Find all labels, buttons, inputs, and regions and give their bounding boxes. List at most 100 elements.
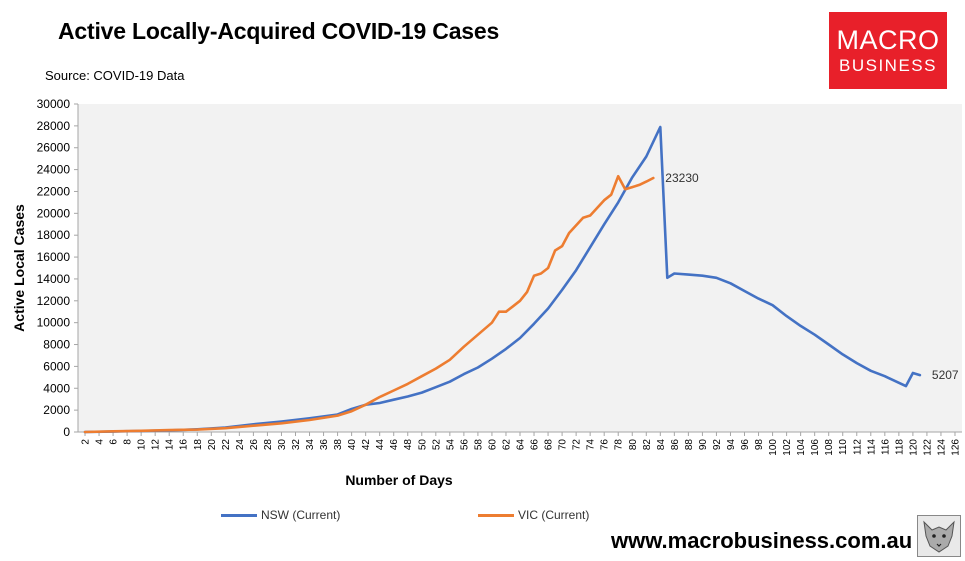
x-tick-label: 98 — [754, 439, 765, 451]
legend-item-vic: VIC (Current) — [478, 508, 589, 522]
x-tick-label: 106 — [810, 439, 821, 456]
x-tick-label: 54 — [445, 439, 456, 451]
x-tick-label: 68 — [544, 439, 555, 451]
x-tick-label: 112 — [852, 439, 863, 455]
x-tick-label: 70 — [558, 439, 569, 451]
x-tick-label: 8 — [123, 439, 134, 445]
plot-area — [78, 104, 962, 432]
y-tick-label: 0 — [63, 425, 70, 439]
x-tick-label: 48 — [403, 439, 414, 451]
x-tick-label: 46 — [389, 439, 400, 451]
x-tick-label: 50 — [417, 439, 428, 451]
legend-item-nsw: NSW (Current) — [221, 508, 340, 522]
x-tick-label: 56 — [459, 439, 470, 451]
y-tick-label: 20000 — [37, 206, 71, 220]
x-tick-label: 16 — [179, 439, 190, 451]
y-axis: 0 2000 4000 6000 8000 10000 12000 14000 16000 180… — [37, 97, 962, 439]
x-tick-label: 122 — [922, 439, 933, 456]
y-tick-label: 8000 — [43, 338, 70, 352]
x-tick-label: 104 — [796, 439, 807, 456]
x-tick-label: 108 — [824, 439, 835, 456]
end-labels: 5207 23230 — [665, 171, 959, 382]
x-tick-label: 74 — [586, 439, 597, 451]
legend-label-nsw: NSW (Current) — [261, 508, 341, 522]
y-tick-label: 12000 — [37, 294, 71, 308]
footer-url[interactable]: www.macrobusiness.com.au — [611, 528, 913, 553]
x-tick-label: 28 — [263, 439, 274, 451]
x-tick-label: 86 — [670, 439, 681, 451]
x-tick-label: 84 — [656, 439, 667, 451]
x-tick-label: 120 — [908, 439, 919, 456]
x-tick-label: 4 — [95, 439, 106, 445]
y-axis-label: Active Local Cases — [11, 204, 27, 332]
x-tick-label: 94 — [726, 439, 737, 451]
legend-swatch-nsw — [221, 513, 257, 517]
legend-label-vic: VIC (Current) — [518, 508, 590, 522]
x-tick-label: 124 — [936, 439, 947, 456]
x-tick-label: 14 — [165, 439, 176, 451]
x-tick-label: 72 — [572, 439, 583, 451]
x-tick-label: 36 — [319, 439, 330, 451]
x-tick-label: 80 — [628, 439, 639, 451]
x-tick-label: 22 — [221, 439, 232, 451]
logo-line-2: BUSINESS — [839, 56, 937, 75]
x-tick-label: 52 — [431, 439, 442, 451]
y-tick-label: 10000 — [37, 316, 71, 330]
x-tick-label: 100 — [768, 439, 779, 456]
x-tick-label: 116 — [880, 439, 891, 455]
x-tick-label: 26 — [249, 439, 260, 451]
mascot-logo — [917, 515, 961, 557]
x-tick-label: 32 — [291, 439, 302, 451]
x-tick-label: 90 — [698, 439, 709, 451]
x-tick-label: 34 — [305, 439, 316, 451]
y-tick-label: 14000 — [37, 272, 71, 286]
y-tick-label: 30000 — [37, 97, 71, 111]
x-tick-label: 58 — [473, 439, 484, 451]
x-tick-label: 20 — [207, 439, 218, 451]
series-lines — [83, 125, 922, 434]
y-tick-label: 6000 — [43, 359, 70, 373]
x-tick-label: 38 — [333, 439, 344, 451]
x-tick-label: 44 — [375, 439, 386, 451]
y-tick-label: 18000 — [37, 228, 71, 242]
y-tick-label: 4000 — [43, 381, 70, 395]
series-line-vic — [83, 174, 655, 434]
macrobusiness-logo[interactable]: MACRO BUSINESS — [829, 12, 947, 89]
x-tick-label: 40 — [347, 439, 358, 451]
x-tick-label: 30 — [277, 439, 288, 451]
x-tick-label: 2 — [81, 439, 92, 445]
line-chart: 0 2000 4000 6000 8000 10000 12000 14000 16000 180… — [11, 97, 962, 488]
x-tick-label: 42 — [361, 439, 372, 451]
x-tick-label: 78 — [614, 439, 625, 451]
x-tick-label: 66 — [530, 439, 541, 451]
y-tick-label: 2000 — [43, 403, 70, 417]
y-tick-label: 24000 — [37, 163, 71, 177]
x-tick-label: 118 — [894, 439, 905, 455]
x-tick-label: 92 — [712, 439, 723, 451]
x-tick-label: 10 — [137, 439, 148, 451]
legend-swatch-vic — [478, 513, 514, 517]
x-tick-label: 76 — [600, 439, 611, 451]
x-tick-label: 18 — [193, 439, 204, 451]
x-tick-label: 126 — [950, 439, 961, 456]
x-tick-label: 114 — [866, 439, 877, 455]
x-axis-label: Number of Days — [345, 472, 453, 488]
y-tick-label: 26000 — [37, 141, 71, 155]
x-tick-label: 6 — [109, 439, 120, 445]
y-tick-label: 28000 — [37, 119, 71, 133]
x-tick-label: 88 — [684, 439, 695, 451]
x-tick-label: 12 — [151, 439, 162, 451]
source-note: Source: COVID-19 Data — [45, 68, 185, 83]
x-tick-label: 64 — [516, 439, 527, 451]
x-tick-label: 82 — [642, 439, 653, 451]
x-tick-label: 110 — [838, 439, 849, 455]
x-tick-label: 96 — [740, 439, 751, 451]
x-axis: 2 4 6 8 10 12 14 16 18 20 22 24 26 28 30 32 34 36 38 40 42 44… — [78, 431, 962, 456]
x-tick-label: 102 — [782, 439, 793, 456]
x-tick-label: 60 — [487, 439, 498, 451]
logo-line-1: MACRO — [836, 25, 940, 55]
chart-title: Active Locally-Acquired COVID-19 Cases — [58, 18, 500, 44]
y-tick-label: 16000 — [37, 250, 71, 264]
x-tick-label: 62 — [501, 439, 512, 451]
x-tick-label: 24 — [235, 439, 246, 451]
